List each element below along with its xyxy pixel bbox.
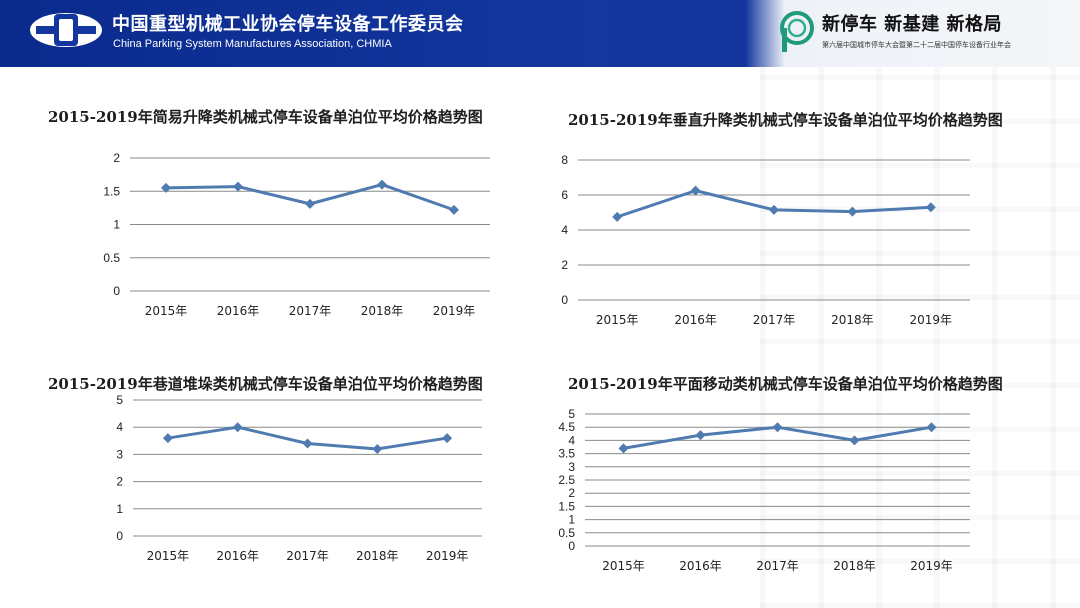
y-tick-label: 3.5 [558, 447, 575, 461]
data-point [925, 202, 936, 213]
data-point [232, 422, 243, 433]
x-tick-label: 2017年 [756, 559, 799, 573]
x-tick-label: 2016年 [217, 304, 260, 318]
y-tick-label: 5 [116, 393, 123, 407]
x-tick-label: 2018年 [833, 559, 876, 573]
org-name-cn: 中国重型机械工业协会停车设备工作委员会 [112, 14, 464, 35]
x-tick-label: 2015年 [602, 559, 645, 573]
data-point [449, 204, 459, 215]
y-tick-label: 2 [561, 258, 568, 272]
x-tick-label: 2018年 [831, 313, 874, 327]
y-tick-label: 0 [116, 529, 123, 543]
x-tick-label: 2019年 [910, 559, 953, 573]
y-tick-label: 4 [568, 433, 575, 447]
slogan: 新停车 新基建 新格局 [822, 14, 1003, 35]
y-tick-label: 4 [116, 420, 123, 434]
data-point [161, 182, 171, 193]
y-tick-label: 0 [561, 293, 568, 307]
x-tick-label: 2015年 [145, 304, 188, 318]
data-point [377, 179, 387, 190]
background-garage-photo [760, 67, 1080, 608]
data-point [612, 211, 623, 222]
y-tick-label: 2 [568, 486, 575, 500]
y-tick-label: 2.5 [558, 473, 575, 487]
y-tick-label: 3 [568, 460, 575, 474]
chmia-logo-icon [30, 13, 102, 47]
event-name: 第六届中国城市停车大会暨第二十二届中国停车设备行业年会 [822, 41, 1011, 49]
event-banner [745, 0, 1080, 67]
data-point [847, 206, 858, 217]
data-point [372, 443, 383, 454]
y-tick-label: 1 [568, 513, 575, 527]
y-tick-label: 0.5 [103, 251, 120, 265]
x-tick-label: 2015年 [596, 313, 639, 327]
y-tick-label: 2 [116, 475, 123, 489]
y-tick-label: 0 [113, 284, 120, 298]
parking-p-logo-icon [780, 11, 814, 52]
x-tick-label: 2016年 [674, 313, 717, 327]
y-tick-label: 4.5 [558, 420, 575, 434]
x-tick-label: 2016年 [679, 559, 722, 573]
x-tick-label: 2017年 [286, 549, 329, 563]
y-tick-label: 8 [561, 153, 568, 167]
x-tick-label: 2018年 [356, 549, 399, 563]
x-tick-label: 2019年 [910, 313, 953, 327]
chart-4-title: 2015-2019年平面移动类机械式停车设备单泊位平均价格趋势图 [568, 375, 1003, 393]
x-tick-label: 2016年 [216, 549, 259, 563]
data-point [618, 443, 629, 454]
x-tick-label: 2015年 [147, 549, 190, 563]
y-tick-label: 1 [116, 502, 123, 516]
y-tick-label: 0 [568, 539, 575, 553]
data-point [690, 185, 701, 196]
x-tick-label: 2017年 [289, 304, 332, 318]
y-tick-label: 3 [116, 447, 123, 461]
y-tick-label: 6 [561, 188, 568, 202]
y-tick-label: 4 [561, 223, 568, 237]
data-point [769, 204, 779, 215]
x-tick-label: 2019年 [426, 549, 469, 563]
data-point [162, 433, 173, 444]
y-tick-label: 1 [113, 218, 120, 232]
x-tick-label: 2017年 [753, 313, 796, 327]
chart-2-title: 2015-2019年垂直升降类机械式停车设备单泊位平均价格趋势图 [568, 111, 1003, 129]
y-tick-label: 5 [568, 407, 575, 421]
y-tick-label: 1.5 [558, 499, 575, 513]
x-tick-label: 2018年 [361, 304, 404, 318]
data-point [849, 435, 860, 446]
data-point [772, 422, 783, 433]
y-tick-label: 2 [113, 151, 120, 165]
data-point [695, 430, 706, 441]
data-point [926, 422, 937, 433]
y-tick-label: 0.5 [558, 526, 575, 540]
data-point [442, 433, 453, 444]
chart-1-title: 2015-2019年简易升降类机械式停车设备单泊位平均价格趋势图 [48, 108, 483, 126]
org-name-en: China Parking System Manufactures Associ… [113, 38, 392, 50]
data-point [233, 181, 243, 192]
chart-3-title: 2015-2019年巷道堆垛类机械式停车设备单泊位平均价格趋势图 [48, 375, 483, 393]
data-point [305, 198, 315, 209]
y-tick-label: 1.5 [103, 184, 120, 198]
data-point [302, 438, 313, 449]
x-tick-label: 2019年 [433, 304, 476, 318]
